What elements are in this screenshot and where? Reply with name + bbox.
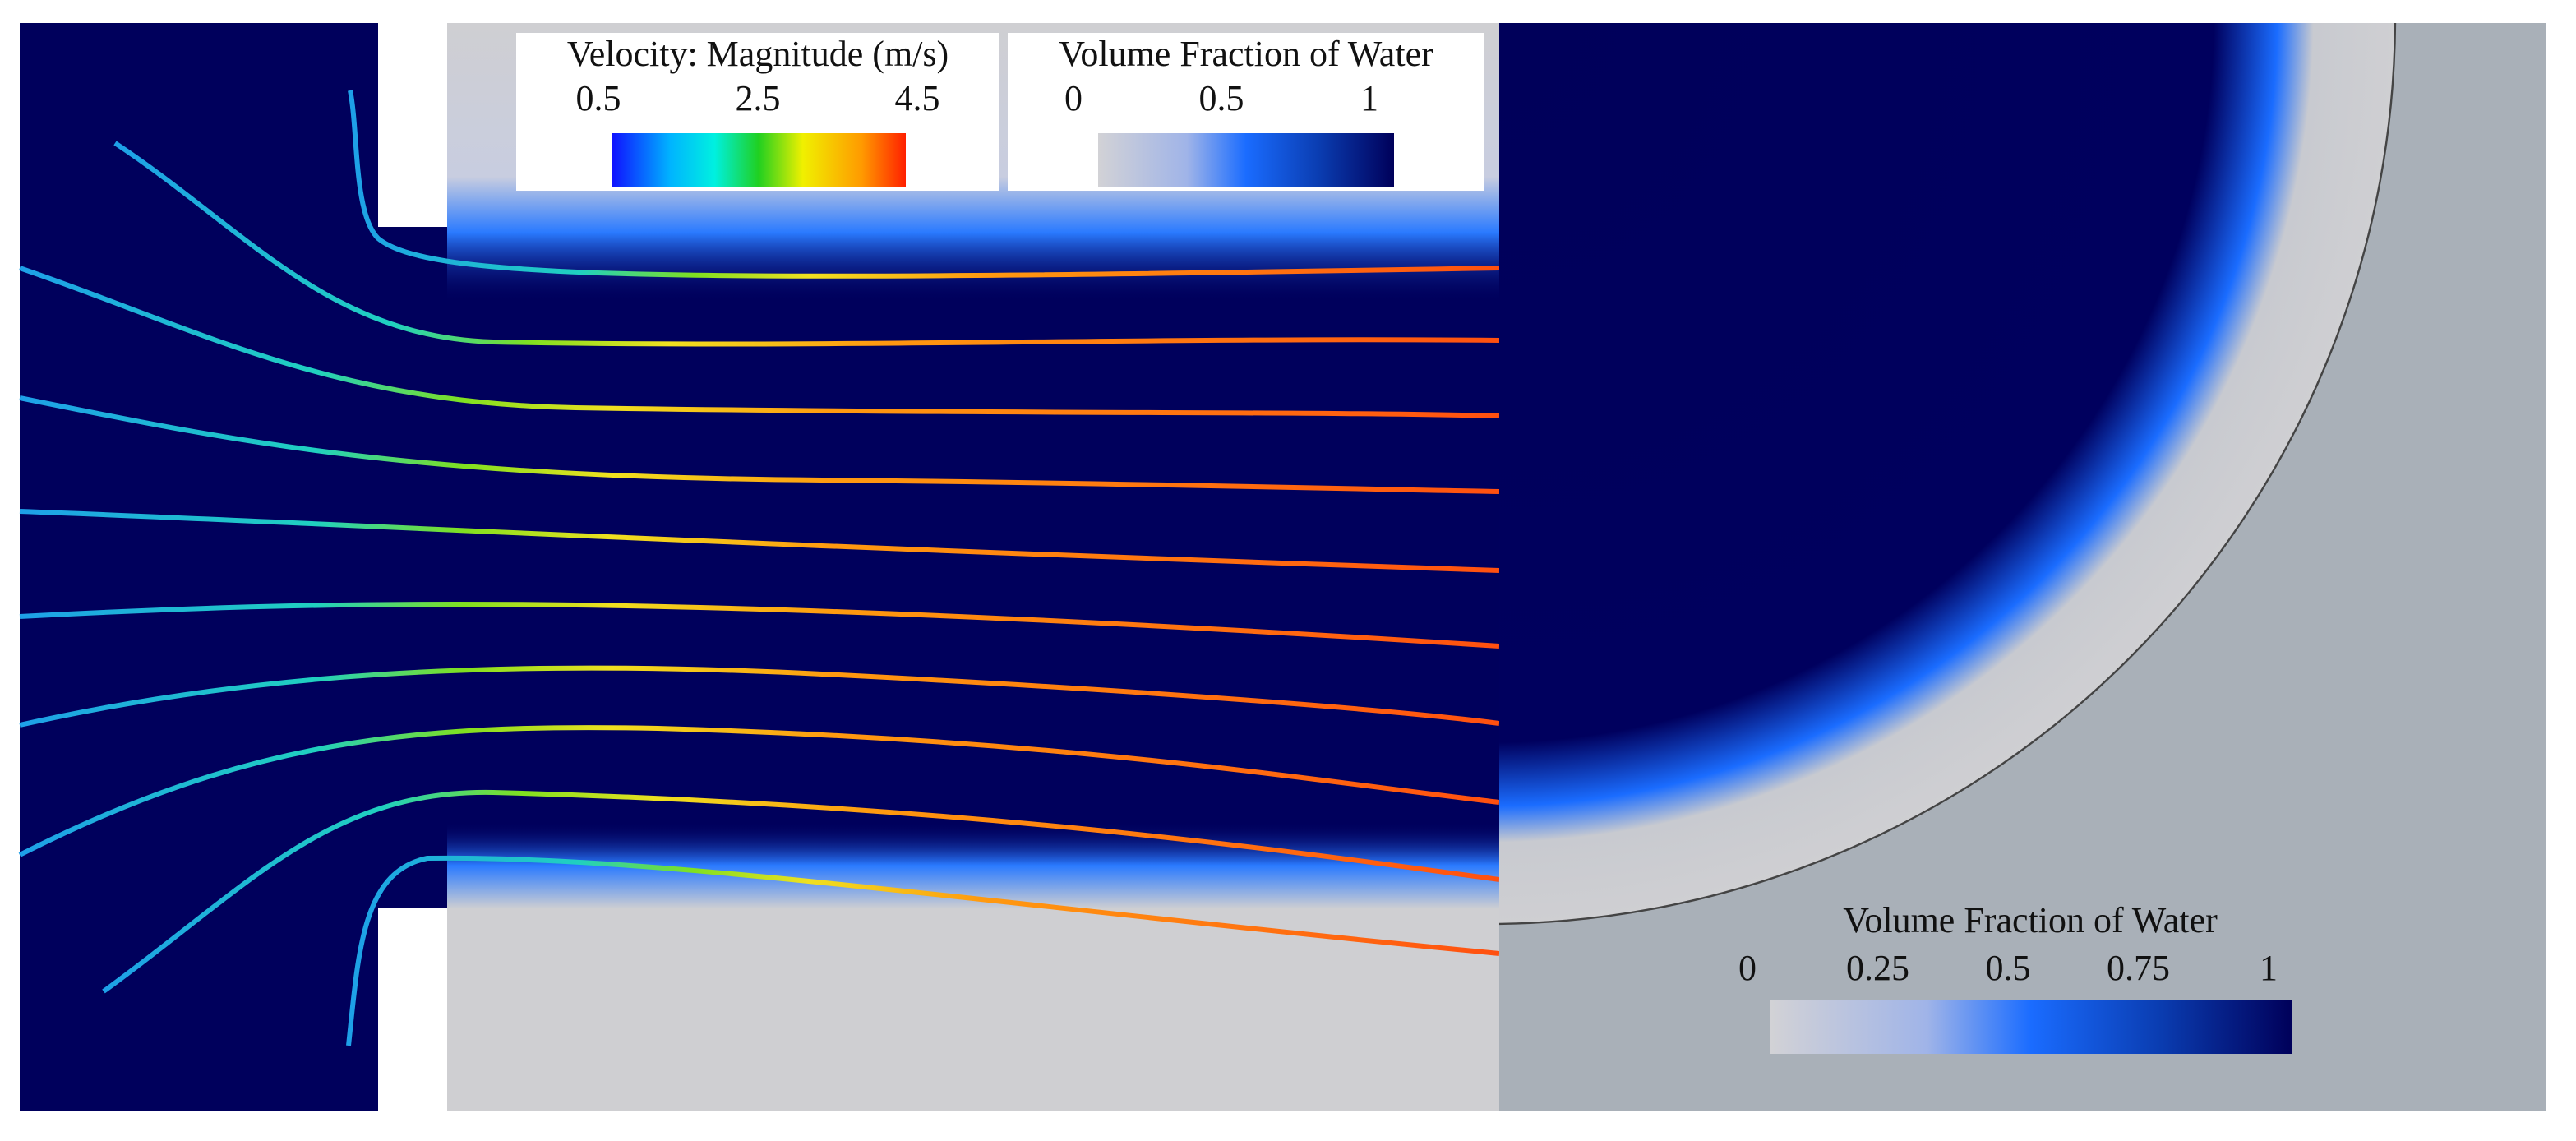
tick-label: 1	[1360, 78, 1378, 118]
tick-label: 0	[1738, 948, 1757, 988]
legend-title: Volume Fraction of Water	[1059, 34, 1433, 74]
streamline	[19, 665, 1500, 728]
tick-label: 2.5	[736, 78, 781, 118]
legend-title: Velocity: Magnitude (m/s)	[567, 34, 949, 74]
tick-label: 0.5	[1199, 78, 1244, 118]
streamline	[113, 141, 1500, 347]
tick-label: 0.5	[1986, 948, 2031, 988]
streamline	[346, 855, 1500, 1046]
streamlines	[18, 90, 1500, 1046]
tick-label: 0.75	[2107, 948, 2170, 988]
streamline	[348, 90, 1500, 279]
streamline	[19, 509, 1500, 573]
tick-label: 4.5	[895, 78, 940, 118]
wall-top	[378, 23, 447, 227]
tick-labels: 0.5 2.5 4.5 0 0.5 1 0 0.25 0.5 0.75 1	[576, 78, 2278, 988]
colorbar	[612, 133, 906, 187]
colorbar	[1098, 133, 1394, 187]
tick-label: 0.25	[1846, 948, 1909, 988]
streamline	[19, 395, 1500, 494]
streamline	[19, 601, 1500, 649]
colorbar	[1770, 1000, 2292, 1054]
air-region-bottom	[447, 822, 1499, 1111]
legend-title: Volume Fraction of Water	[1843, 900, 2218, 940]
tick-label: 0	[1064, 78, 1083, 118]
droplet	[1499, 23, 2396, 925]
streamline	[18, 725, 1500, 857]
streamline	[102, 789, 1500, 994]
tick-label: 1	[2260, 948, 2278, 988]
wall-bottom	[378, 908, 447, 1111]
tick-label: 0.5	[576, 78, 621, 118]
streamline	[19, 266, 1500, 418]
